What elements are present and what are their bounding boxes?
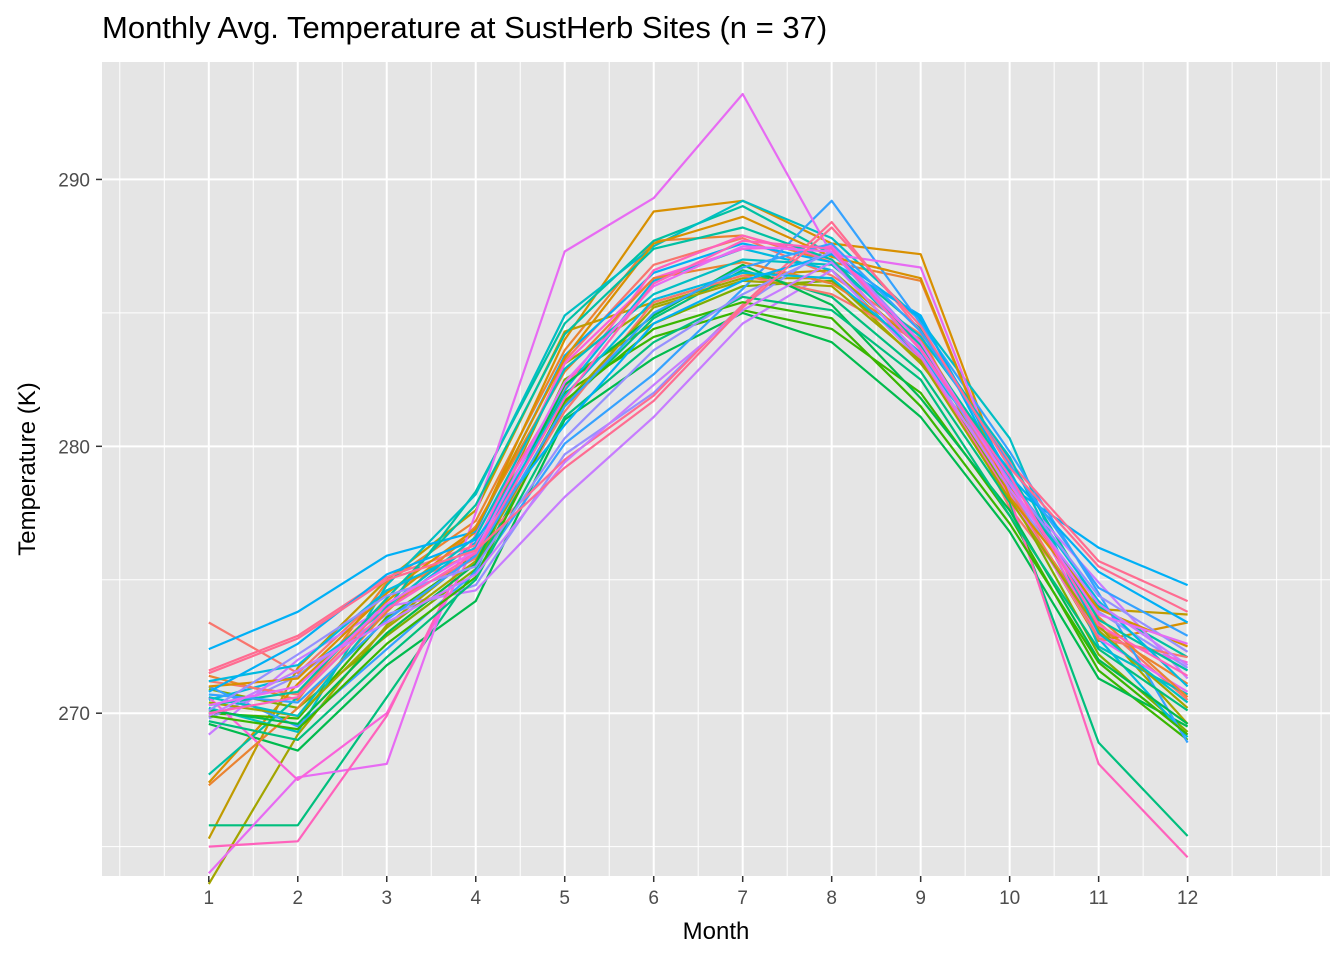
x-tick-label: 7 (737, 888, 748, 909)
y-tick-label: 280 (58, 437, 90, 458)
chart-title: Monthly Avg. Temperature at SustHerb Sit… (102, 10, 828, 45)
series-line-17 (207, 92, 1189, 875)
series-line-14 (208, 199, 1189, 744)
series-line-27 (208, 295, 1189, 742)
series-line-37 (208, 226, 1189, 675)
x-tick-label: 3 (381, 888, 392, 909)
series-line-8 (208, 311, 1189, 752)
x-tick-label: 10 (999, 888, 1020, 909)
x-tick-label: 12 (1177, 888, 1198, 909)
series-line-31 (208, 253, 1189, 693)
x-tick-label: 1 (203, 888, 214, 909)
x-axis-title: Month (683, 918, 750, 945)
series-line-23 (208, 215, 1189, 688)
x-tick-label: 4 (470, 888, 481, 909)
x-tick-label: 5 (559, 888, 570, 909)
x-tick-label: 9 (915, 888, 926, 909)
plot-panel (102, 62, 1330, 876)
series-line-36 (208, 239, 1189, 715)
y-tick-label: 290 (58, 170, 90, 191)
x-tick-label: 8 (826, 888, 837, 909)
series-line-19 (208, 234, 1189, 859)
series-line-24 (208, 279, 1189, 718)
series-line-35 (208, 245, 1188, 707)
series-line-11 (208, 199, 1189, 734)
series-lines (207, 92, 1189, 885)
series-line-34 (208, 261, 1189, 717)
gridlines (102, 62, 1330, 876)
x-tick-label: 11 (1089, 888, 1109, 909)
x-tick-label: 2 (292, 888, 303, 909)
y-axis-title: Temperature (K) (14, 382, 41, 555)
y-tick-label: 270 (58, 704, 90, 725)
x-tick-label: 6 (648, 888, 659, 909)
series-line-25 (208, 301, 1189, 736)
